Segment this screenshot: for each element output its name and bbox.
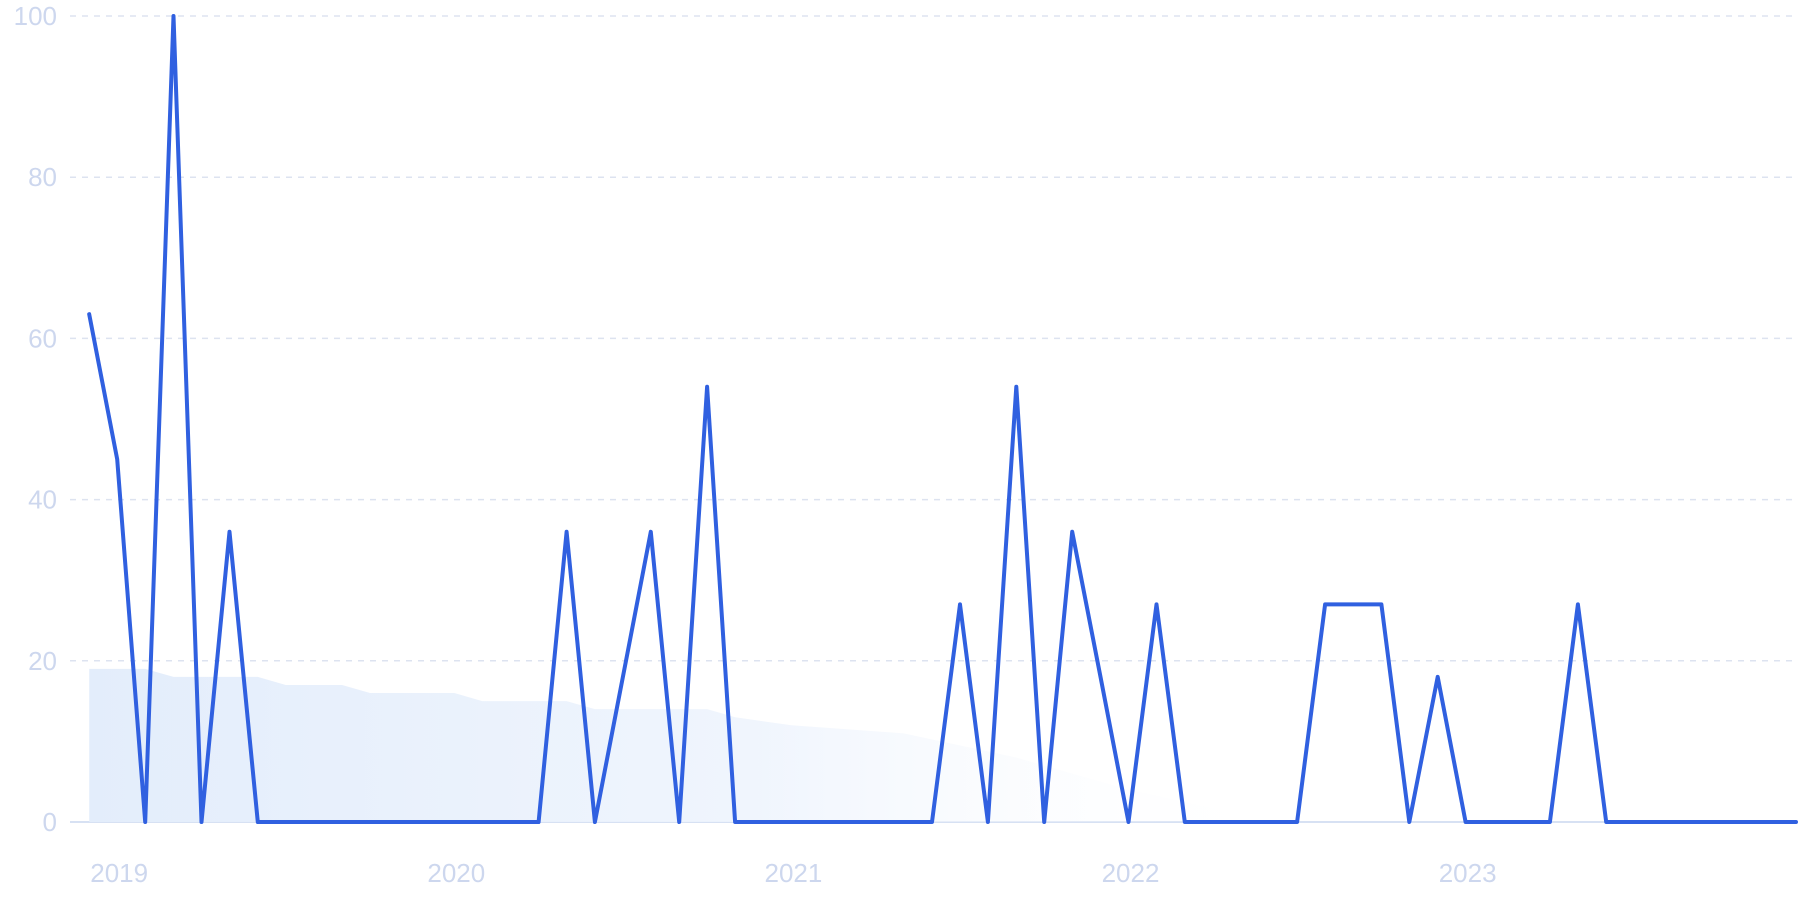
data-point: [312, 820, 316, 824]
data-point: [452, 820, 456, 824]
x-axis-ticks: 2019 2020 2021 2022 2023: [90, 858, 1496, 888]
data-point: [817, 820, 821, 824]
data-point: [1632, 820, 1636, 824]
data-point: [509, 820, 513, 824]
data-point: [1295, 820, 1299, 824]
data-point: [1794, 820, 1798, 824]
data-point: [1492, 820, 1496, 824]
data-point: [87, 312, 91, 316]
data-point: [621, 675, 625, 679]
data-point: [1014, 385, 1018, 389]
data-point: [1127, 820, 1131, 824]
data-point: [1099, 675, 1103, 679]
x-tick-label: 2019: [90, 858, 148, 888]
data-point: [902, 820, 906, 824]
data-point: [115, 457, 119, 461]
data-point: [228, 530, 232, 534]
data-point: [1211, 820, 1215, 824]
data-point: [256, 820, 260, 824]
data-point: [143, 820, 147, 824]
data-point: [958, 602, 962, 606]
data-point: [368, 820, 372, 824]
data-point: [1436, 675, 1440, 679]
data-point: [705, 385, 709, 389]
data-point: [1548, 820, 1552, 824]
data-point: [1717, 820, 1721, 824]
data-point: [593, 820, 597, 824]
data-point: [1660, 820, 1664, 824]
data-point: [340, 820, 344, 824]
data-point: [846, 820, 850, 824]
data-point: [1183, 820, 1187, 824]
data-point: [1379, 602, 1383, 606]
data-point: [1464, 820, 1468, 824]
data-point: [565, 530, 569, 534]
data-point: [930, 820, 934, 824]
y-tick-label: 0: [43, 807, 57, 837]
x-tick-label: 2021: [764, 858, 822, 888]
line-series: [87, 14, 1798, 824]
data-point: [649, 530, 653, 534]
data-point: [537, 820, 541, 824]
data-point: [1323, 602, 1327, 606]
data-point: [1070, 530, 1074, 534]
series-line: [87, 14, 1798, 824]
data-point: [1604, 820, 1608, 824]
y-tick-label: 100: [14, 1, 57, 31]
x-tick-label: 2022: [1102, 858, 1160, 888]
data-point: [1267, 820, 1271, 824]
data-point: [1773, 820, 1777, 824]
data-point: [874, 820, 878, 824]
data-point: [424, 820, 428, 824]
data-point: [986, 820, 990, 824]
data-point: [1689, 820, 1693, 824]
data-point: [172, 14, 176, 18]
y-tick-label: 20: [28, 646, 57, 676]
data-point: [789, 820, 793, 824]
area-series: [89, 668, 1298, 822]
y-axis-ticks: 0 20 40 60 80 100: [14, 1, 57, 837]
y-tick-label: 80: [28, 162, 57, 192]
data-point: [761, 820, 765, 824]
y-tick-label: 40: [28, 485, 57, 515]
data-point: [1407, 820, 1411, 824]
x-tick-label: 2020: [427, 858, 485, 888]
data-point: [396, 820, 400, 824]
data-point: [1155, 602, 1159, 606]
y-tick-label: 60: [28, 323, 57, 353]
data-point: [1351, 602, 1355, 606]
data-point: [733, 820, 737, 824]
area-series-fill: [89, 668, 1298, 822]
data-point: [1520, 820, 1524, 824]
data-point: [200, 820, 204, 824]
data-point: [677, 820, 681, 824]
x-tick-label: 2023: [1439, 858, 1497, 888]
data-point: [1576, 602, 1580, 606]
data-point: [480, 820, 484, 824]
data-point: [284, 820, 288, 824]
data-point: [1042, 820, 1046, 824]
data-point: [1744, 820, 1748, 824]
data-point: [1239, 820, 1243, 824]
